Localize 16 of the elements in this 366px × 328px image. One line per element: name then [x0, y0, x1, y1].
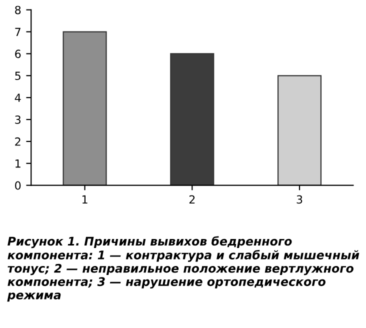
text: Рисунок 1. Причины вывихов бедренного компонента: 1 — контрактура и слабый мышечный тонус; 2 — неправильное положение вертлужного компонента; 3 — нарушение ортопедического режима: [7, 236, 360, 302]
y-tick-label: 3: [15, 115, 20, 124]
y-tick-label: 6: [15, 50, 21, 58]
bar: [277, 75, 322, 186]
y-tick-label: 5: [15, 72, 20, 80]
bar: [62, 31, 107, 186]
x-tick-label: 3: [296, 195, 302, 204]
y-tick-label: 1: [16, 160, 20, 168]
y-tick-label: 8: [15, 6, 21, 14]
x-tick-label: 1: [82, 195, 88, 204]
y-tick-label: 7: [15, 28, 20, 36]
x-tick-label: 2: [189, 195, 195, 204]
bar: [170, 53, 214, 186]
y-tick-label: 4: [14, 94, 21, 102]
y-tick-label: 2: [15, 137, 20, 146]
y-tick-label: 0: [15, 181, 21, 190]
